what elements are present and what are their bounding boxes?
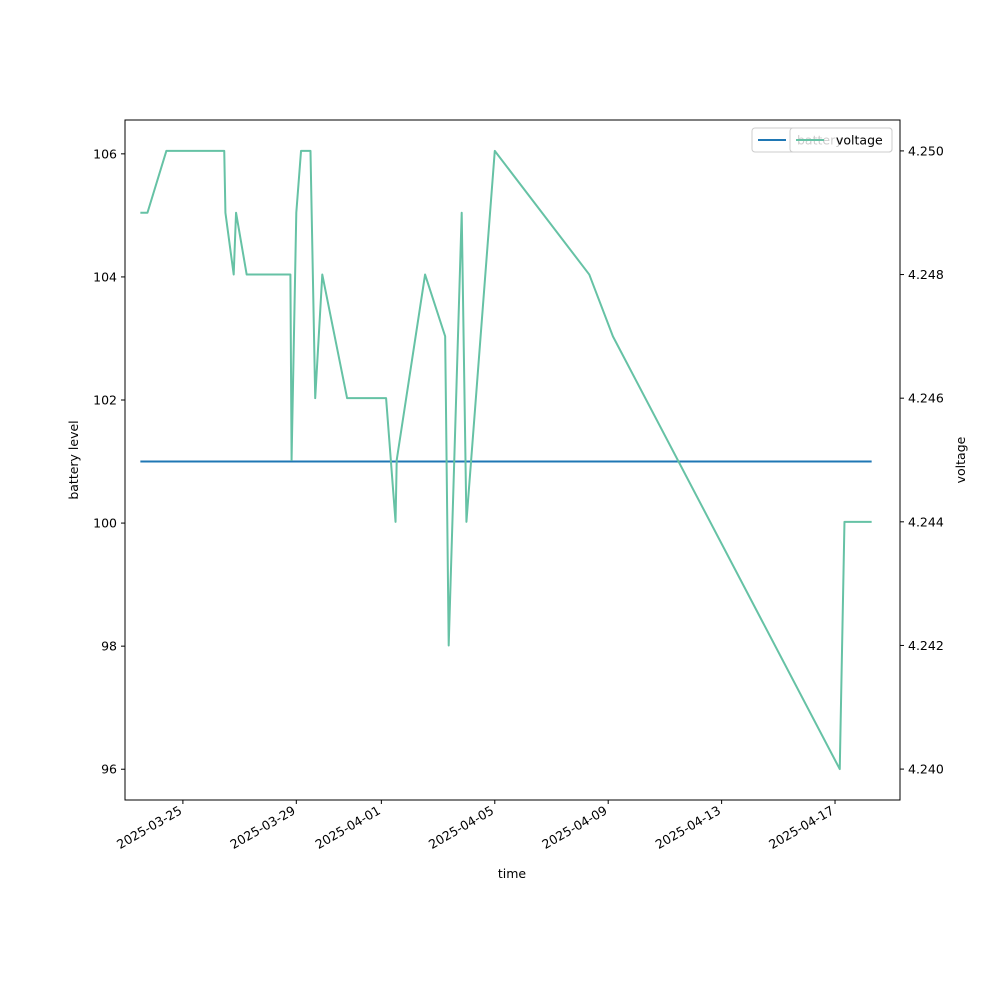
legend-voltage-label: voltage	[836, 133, 883, 148]
y-left-tick-label: 96	[101, 762, 117, 777]
y-left-axis-ticks: 96 98 100 102 104 106	[93, 146, 125, 777]
plot-frame	[124, 119, 901, 801]
y-left-axis-label: battery level	[66, 420, 81, 499]
y-right-axis-ticks: 4.240 4.242 4.244 4.246 4.248 4.250	[900, 143, 944, 777]
legend-voltage-box	[789, 127, 893, 153]
legend-voltage: voltage	[789, 127, 893, 153]
y-right-tick-label: 4.250	[908, 143, 944, 158]
y-right-tick-label: 4.248	[908, 267, 944, 282]
y-right-axis-label: voltage	[953, 436, 968, 483]
plot-area	[125, 120, 900, 800]
series-layer	[140, 149, 872, 771]
x-axis-label: time	[498, 866, 527, 881]
y-right-tick-label: 4.244	[908, 514, 944, 529]
y-right-tick-label: 4.246	[908, 391, 944, 406]
series-voltage-line	[140, 149, 872, 771]
y-right-tick-label: 4.242	[908, 638, 944, 653]
y-left-tick-label: 98	[101, 639, 117, 654]
y-left-tick-label: 106	[93, 146, 117, 161]
y-left-tick-label: 102	[93, 393, 117, 408]
y-left-tick-label: 100	[93, 516, 117, 531]
y-right-tick-label: 4.240	[908, 762, 944, 777]
y-left-tick-label: 104	[93, 269, 117, 284]
